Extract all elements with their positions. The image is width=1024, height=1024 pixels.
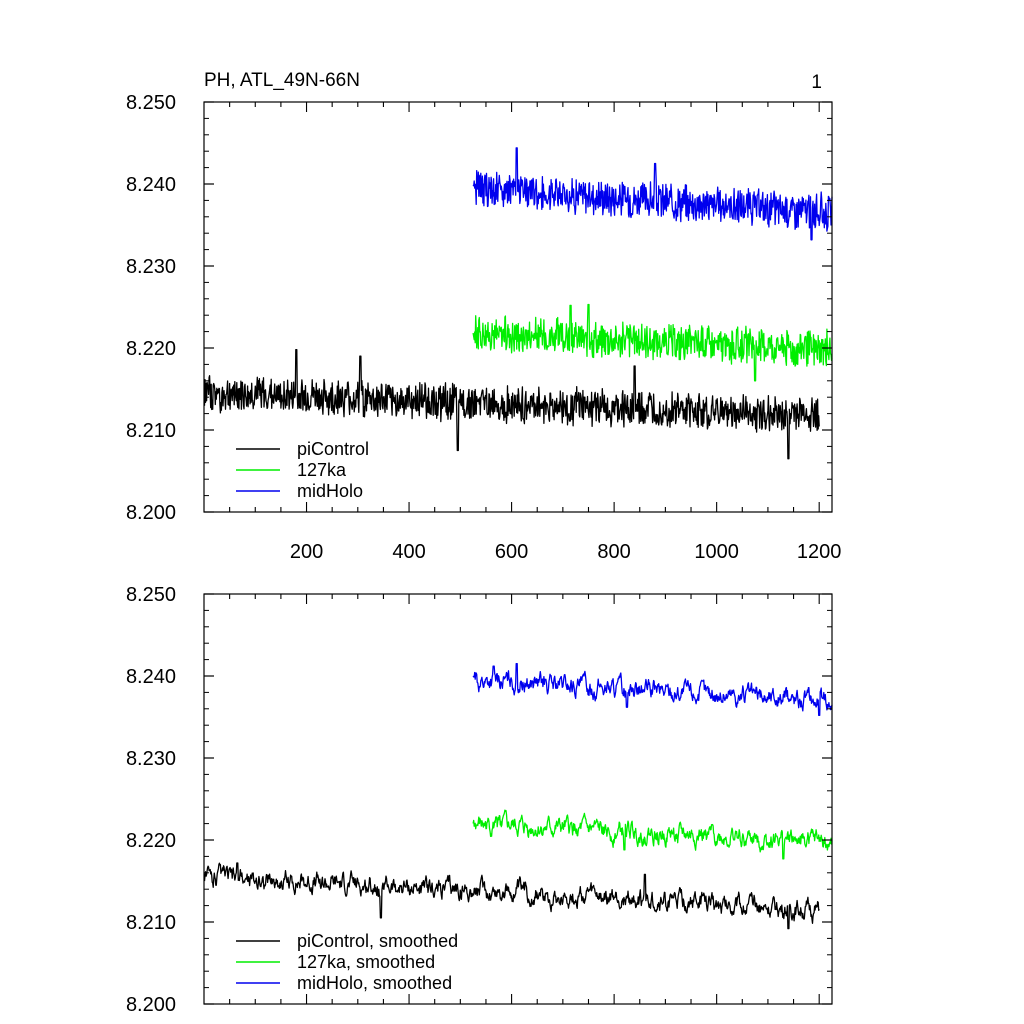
x-tick-label: 800 [597,541,630,563]
series-line-picontrol-smoothed [203,862,820,930]
y-tick-label: 8.250 [126,92,176,114]
panel-number: 1 [811,72,822,93]
y-tick-label: 8.210 [126,420,176,442]
y-tick-label: 8.230 [126,748,176,770]
series-line-127ka-smoothed [472,809,833,860]
y-tick-label: 8.250 [126,584,176,606]
x-tick-label: 400 [392,541,425,563]
y-tick-label: 8.200 [126,502,176,524]
y-tick-label: 8.220 [126,830,176,852]
legend-label: piControl, smoothed [297,931,458,951]
series-line-midholo [472,147,833,241]
chart-panel-1: 8.250 8.240 8.230 8.220 8.210 8.200 200 400 600 8… [126,92,841,563]
x-tick-label: 200 [290,541,323,563]
x-tick-label: 1200 [797,541,842,563]
y-tick-label: 8.220 [126,338,176,360]
legend-label: piControl [297,439,369,459]
series-line-127ka [472,303,833,382]
y-tick-label: 8.210 [126,912,176,934]
legend-label: midHolo [297,481,363,501]
y-tick-label: 8.200 [126,994,176,1016]
chart-panel-2: 8.250 8.240 8.230 8.220 8.210 8.200 piControl,… [126,584,833,1016]
series-line-midholo-smoothed [472,663,833,717]
legend-label: 127ka [297,460,347,480]
plot-frame [203,593,833,1005]
y-tick-label: 8.240 [126,174,176,196]
legend-label: midHolo, smoothed [297,973,452,993]
x-tick-label: 1000 [694,541,739,563]
plot-frame [203,101,833,513]
x-tick-label: 600 [495,541,528,563]
series-line-picontrol [203,348,820,460]
legend-label: 127ka, smoothed [297,952,435,972]
y-tick-label: 8.230 [126,256,176,278]
y-tick-label: 8.240 [126,666,176,688]
chart-title: PH, ATL_49N-66N [204,70,360,91]
